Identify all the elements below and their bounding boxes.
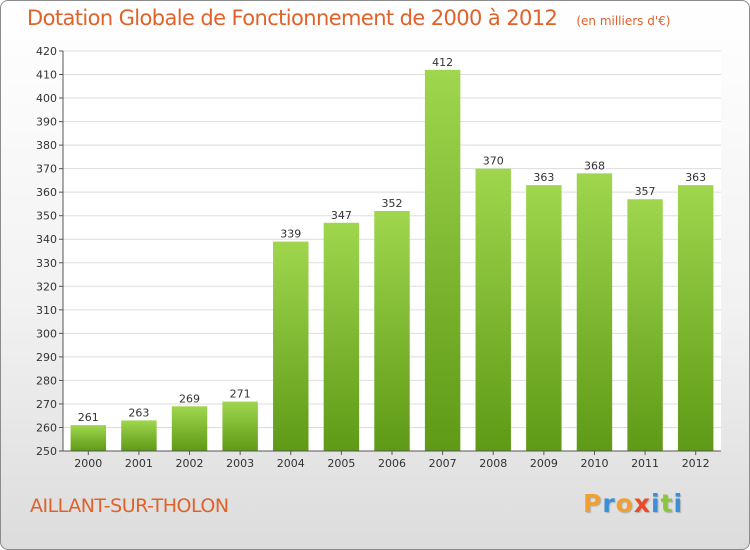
y-tick-label: 360 — [36, 186, 57, 199]
bar — [576, 173, 613, 451]
data-label: 263 — [128, 406, 149, 419]
x-tick-label: 2003 — [226, 457, 254, 470]
bar — [70, 425, 107, 451]
logo-letter: x — [633, 489, 651, 518]
logo-letter: i — [673, 489, 684, 518]
y-tick-label: 340 — [36, 233, 57, 246]
x-tick-label: 2000 — [74, 457, 102, 470]
y-tick-label: 400 — [36, 92, 57, 105]
data-label: 261 — [78, 411, 99, 424]
bar — [273, 241, 309, 451]
data-label: 412 — [432, 56, 453, 69]
data-label: 357 — [635, 185, 656, 198]
data-label: 271 — [230, 388, 251, 401]
x-tick-label: 2009 — [530, 457, 558, 470]
logo-letter: o — [615, 489, 634, 518]
x-tick-label: 2007 — [429, 457, 457, 470]
data-label: 339 — [280, 228, 301, 241]
data-label: 368 — [584, 159, 605, 172]
data-label: 347 — [331, 209, 352, 222]
bar — [526, 185, 562, 451]
y-tick-label: 370 — [36, 163, 57, 176]
y-tick-label: 270 — [36, 398, 57, 411]
bar — [677, 185, 714, 451]
y-tick-label: 330 — [36, 257, 57, 270]
bar — [475, 168, 511, 451]
logo-letter: r — [602, 489, 616, 518]
x-tick-label: 2002 — [176, 457, 204, 470]
bar — [424, 69, 461, 451]
x-tick-label: 2004 — [277, 457, 305, 470]
x-tick-label: 2012 — [682, 457, 710, 470]
y-tick-label: 410 — [36, 69, 57, 82]
data-label: 363 — [685, 171, 706, 184]
x-tick-label: 2008 — [479, 457, 507, 470]
y-tick-label: 320 — [36, 280, 57, 293]
x-tick-label: 2010 — [580, 457, 608, 470]
x-tick-label: 2006 — [378, 457, 406, 470]
x-tick-label: 2011 — [631, 457, 659, 470]
bar — [627, 199, 663, 451]
y-tick-label: 390 — [36, 116, 57, 129]
title-row: Dotation Globale de Fonctionnement de 20… — [27, 6, 670, 30]
y-tick-label: 350 — [36, 210, 57, 223]
bar — [323, 222, 360, 451]
logo-letter: t — [660, 489, 674, 518]
bar — [374, 211, 410, 451]
data-label: 363 — [533, 171, 554, 184]
y-tick-label: 250 — [36, 445, 57, 458]
commune-name: AILLANT-SUR-THOLON — [30, 495, 229, 517]
data-label: 352 — [382, 197, 403, 210]
y-tick-label: 310 — [36, 304, 57, 317]
y-tick-label: 260 — [36, 421, 57, 434]
data-label: 370 — [483, 155, 504, 168]
bar — [222, 401, 258, 451]
y-tick-label: 300 — [36, 327, 57, 340]
y-tick-label: 380 — [36, 139, 57, 152]
proxiti-logo[interactable]: Proxiti — [583, 489, 683, 518]
chart-title: Dotation Globale de Fonctionnement de 20… — [27, 6, 558, 30]
logo-letter: P — [583, 489, 603, 518]
y-tick-label: 280 — [36, 374, 57, 387]
chart-unit: (en milliers d'€) — [576, 14, 671, 28]
bar — [171, 406, 208, 451]
data-label: 269 — [179, 392, 200, 405]
x-tick-label: 2005 — [327, 457, 355, 470]
logo-letter: i — [651, 489, 661, 518]
x-tick-label: 2001 — [125, 457, 153, 470]
y-tick-label: 290 — [36, 351, 57, 364]
bar — [121, 420, 157, 451]
y-tick-label: 420 — [36, 45, 57, 58]
